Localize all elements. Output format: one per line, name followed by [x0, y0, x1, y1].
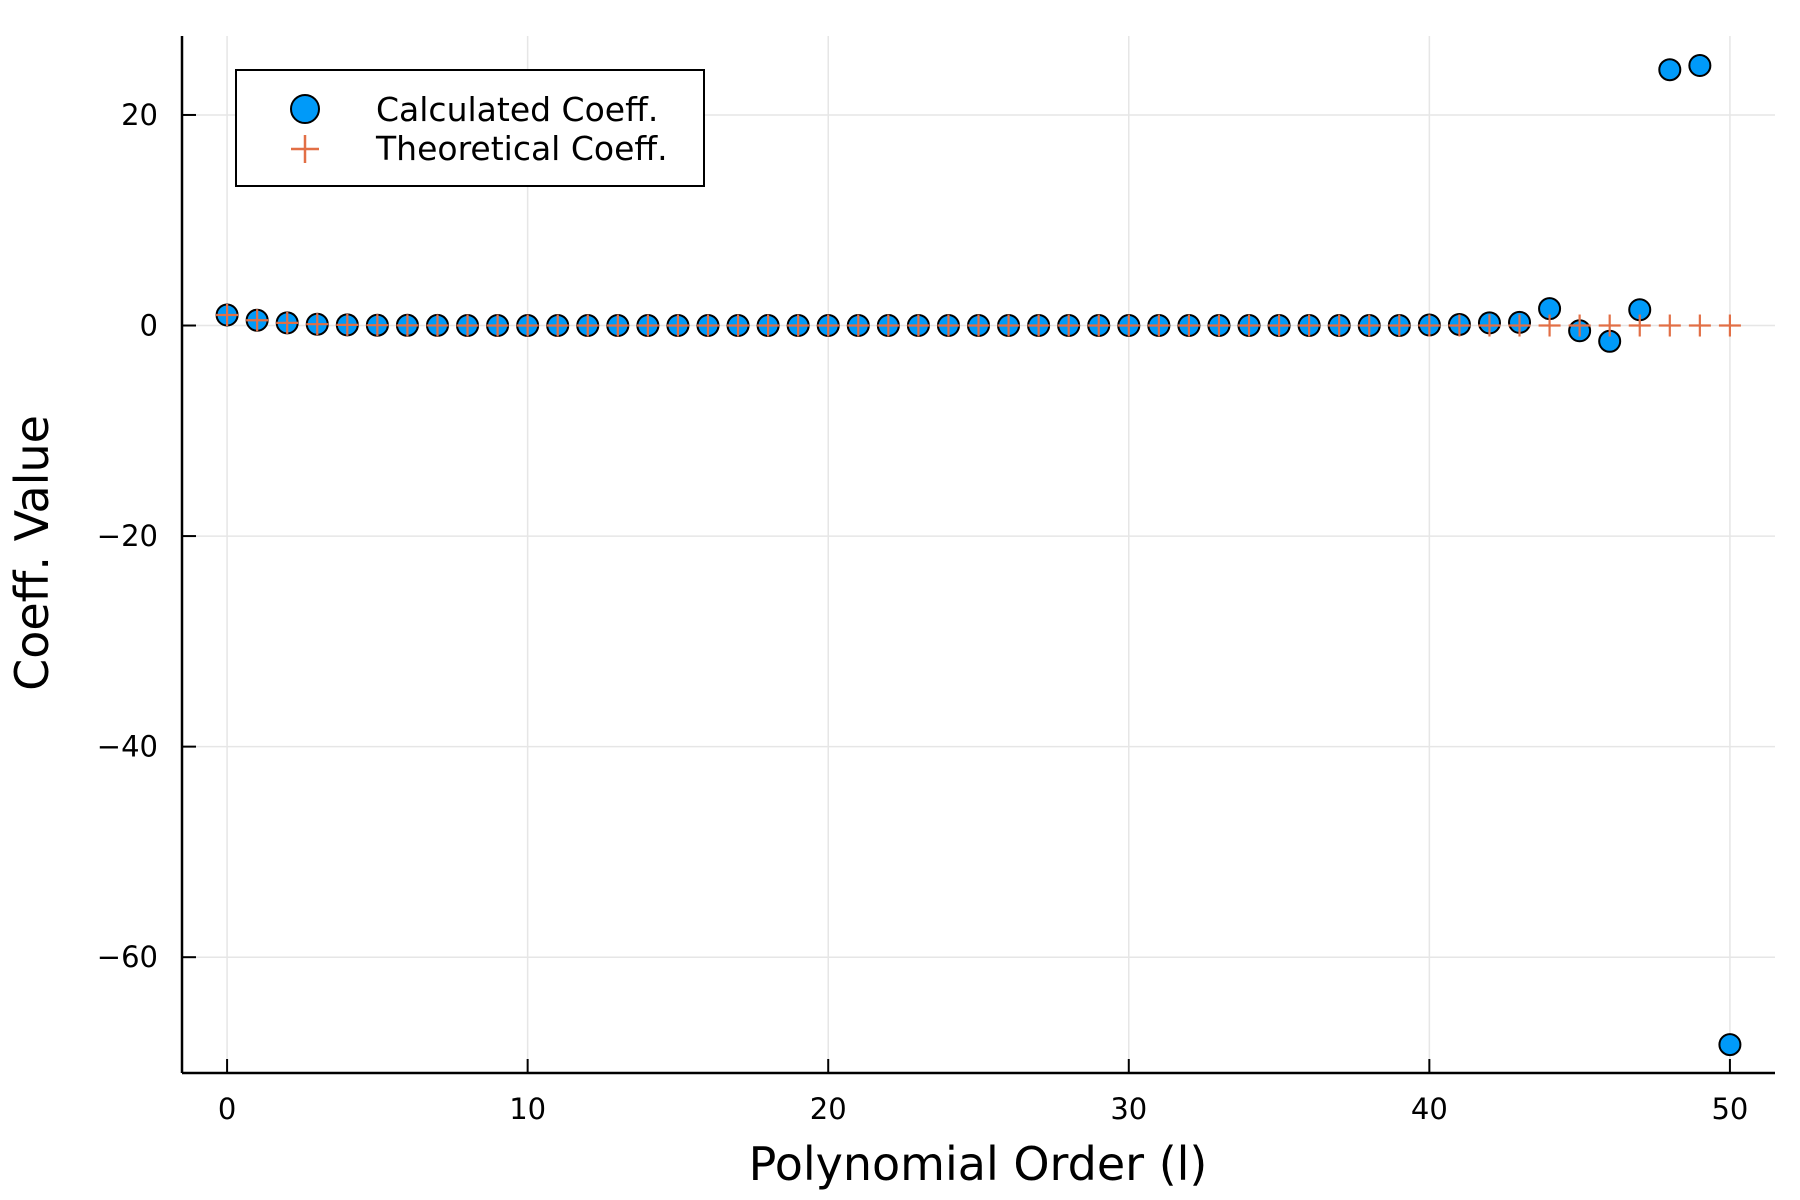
x-tick-label: 30: [1110, 1092, 1147, 1126]
theoretical-point: [1718, 314, 1741, 337]
theoretical-point: [426, 314, 449, 337]
legend-marker-calculated: [290, 94, 320, 124]
legend-marker-theoretical: [291, 135, 319, 163]
theoretical-point: [216, 303, 239, 326]
theoretical-point: [1688, 314, 1711, 337]
x-tick-label: 50: [1711, 1092, 1748, 1126]
legend-box: [235, 69, 705, 187]
theoretical-point: [636, 314, 659, 337]
theoretical-point: [1538, 314, 1561, 337]
theoretical-point: [1117, 314, 1140, 337]
theoretical-point: [1628, 314, 1651, 337]
calculated-point: [1718, 1033, 1742, 1057]
theoretical-point: [516, 314, 539, 337]
y-axis-title: Coeff. Value: [5, 415, 59, 691]
theoretical-point: [1418, 314, 1441, 337]
theoretical-point: [1177, 314, 1200, 337]
y-axis-ticks: 20 0 −20 −40 −60: [97, 98, 196, 974]
x-tick-label: 40: [1411, 1092, 1448, 1126]
theoretical-point: [366, 314, 389, 337]
theoretical-point: [696, 314, 719, 337]
y-tick-label: 20: [121, 98, 158, 132]
theoretical-point: [1508, 314, 1531, 337]
x-tick-label: 10: [509, 1092, 546, 1126]
theoretical-point: [817, 314, 840, 337]
theoretical-point: [576, 314, 599, 337]
theoretical-point: [1268, 314, 1291, 337]
y-tick-label: −40: [97, 730, 158, 764]
theoretical-point: [1358, 314, 1381, 337]
theoretical-point: [306, 313, 329, 336]
legend-label-theoretical: Theoretical Coeff.: [375, 129, 668, 168]
theoretical-point: [606, 314, 629, 337]
calculated-point: [1688, 53, 1712, 77]
theoretical-point: [246, 309, 269, 332]
legend-label-calculated: Calculated Coeff.: [376, 90, 658, 129]
y-tick-label: −20: [97, 519, 158, 553]
theoretical-point: [967, 314, 990, 337]
x-axis-title: Polynomial Order (l): [749, 1137, 1208, 1191]
theoretical-point: [1328, 314, 1351, 337]
data-marks: [215, 53, 1742, 1057]
theoretical-point: [1298, 314, 1321, 337]
theoretical-point: [546, 314, 569, 337]
theoretical-point: [486, 314, 509, 337]
theoretical-point: [787, 314, 810, 337]
theoretical-point: [937, 314, 960, 337]
legend: Calculated Coeff. Theoretical Coeff.: [235, 69, 705, 187]
theoretical-point: [877, 314, 900, 337]
x-tick-label: 20: [810, 1092, 847, 1126]
theoretical-point: [1087, 314, 1110, 337]
x-axis-ticks: 0 10 20 30 40 50: [218, 1059, 1748, 1126]
y-tick-label: −60: [97, 940, 158, 974]
theoretical-point: [1057, 314, 1080, 337]
theoretical-point: [1238, 314, 1261, 337]
theoretical-point: [1027, 314, 1050, 337]
theoretical-point: [276, 311, 299, 334]
axes: [180, 36, 1775, 1075]
theoretical-point: [1658, 314, 1681, 337]
theoretical-point: [907, 314, 930, 337]
theoretical-point: [1478, 314, 1501, 337]
theoretical-point: [1448, 314, 1471, 337]
theoretical-point: [456, 314, 479, 337]
theoretical-point: [1207, 314, 1230, 337]
theoretical-point: [336, 313, 359, 336]
theoretical-point: [1568, 314, 1591, 337]
theoretical-point: [997, 314, 1020, 337]
theoretical-point: [1147, 314, 1170, 337]
theoretical-point: [727, 314, 750, 337]
calculated-point: [1658, 58, 1682, 82]
theoretical-point: [1598, 314, 1621, 337]
y-tick-label: 0: [140, 309, 158, 343]
theoretical-point: [757, 314, 780, 337]
theoretical-point: [666, 314, 689, 337]
x-tick-label: 0: [218, 1092, 236, 1126]
theoretical-point: [396, 314, 419, 337]
theoretical-point: [847, 314, 870, 337]
theoretical-point: [1388, 314, 1411, 337]
